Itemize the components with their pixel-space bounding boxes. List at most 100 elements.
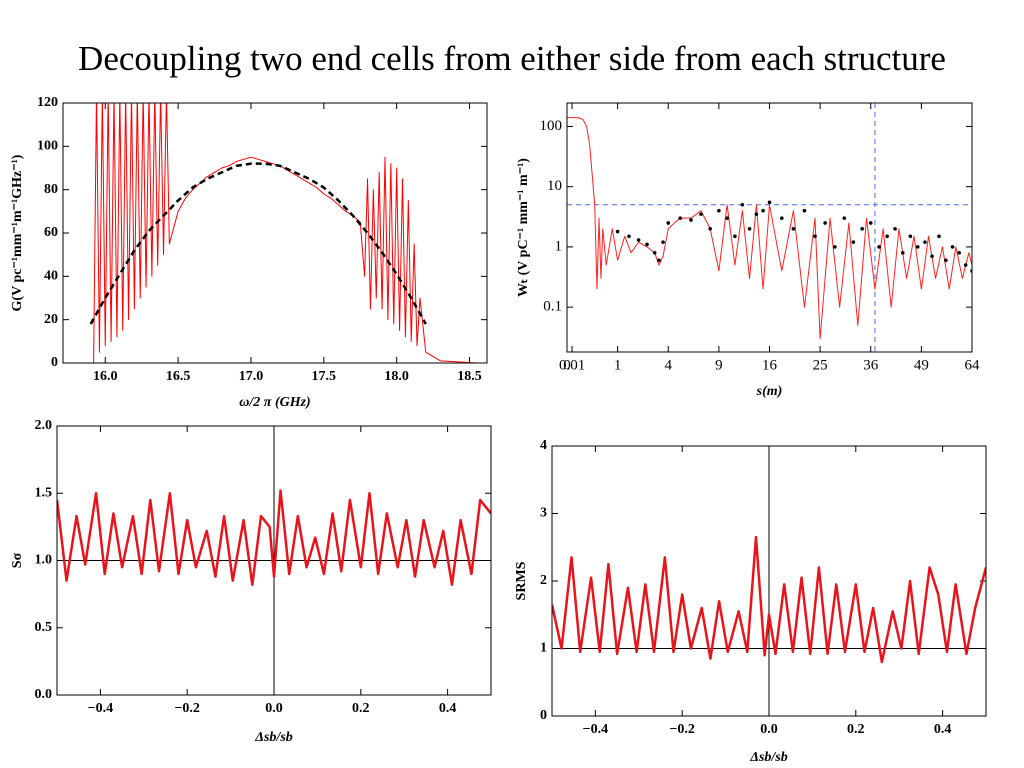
y-tick-label: 100	[540, 118, 563, 134]
x-tick-label: 1	[614, 357, 622, 373]
slide-title: Decoupling two end cells from either sid…	[78, 39, 946, 78]
plot-frame	[62, 102, 488, 364]
y-tick-label: 20	[44, 312, 58, 327]
data-point	[957, 250, 961, 255]
x-tick-label: 0.0	[760, 722, 778, 737]
x-tick-label: −0.4	[88, 701, 113, 716]
series-line	[552, 535, 986, 664]
x-axis-label: s(m)	[756, 384, 783, 399]
x-tick-label: 16.5	[166, 369, 191, 384]
y-tick-label: 10	[547, 178, 562, 194]
data-point	[833, 245, 837, 249]
plot-frame	[551, 445, 987, 717]
x-tick-label: 16	[762, 357, 778, 373]
data-point	[885, 234, 889, 239]
x-tick-label: 36	[863, 357, 879, 373]
data-point	[868, 221, 873, 225]
data-point	[740, 203, 745, 207]
chart: 16.0 16.5 17.0 17.5 18.0 18.5 0 20 40 60 80 100 120 ω…	[10, 95, 488, 410]
data-point	[813, 234, 817, 239]
y-axis-label: SRMS	[514, 561, 529, 600]
x-axis-label: Δsb/sb	[254, 730, 293, 745]
x-tick-label: 17.0	[239, 369, 264, 384]
data-point	[627, 234, 631, 239]
y-tick-label: 0.0	[35, 687, 53, 702]
y-tick-label: 120	[37, 95, 58, 110]
data-point	[963, 263, 968, 267]
x-tick-label: 0.4	[934, 722, 952, 737]
y-axis-label: G(V pc⁻¹mm⁻¹m⁻¹GHz⁻¹)	[10, 154, 25, 311]
data-point	[791, 226, 796, 231]
data-point	[860, 226, 864, 231]
x-tick-label: 18.0	[384, 369, 409, 384]
data-point	[636, 238, 641, 242]
y-tick-label: 0.5	[35, 620, 53, 635]
data-point	[615, 229, 620, 234]
y-tick-label: 100	[37, 139, 58, 154]
plot-frame	[56, 425, 492, 696]
y-tick-label: 1.0	[35, 553, 53, 568]
x-tick-label: 9	[715, 357, 723, 373]
x-tick-label: 4	[665, 357, 673, 373]
x-axis-label: Δsb/sb	[749, 750, 788, 765]
y-tick-label: 0	[540, 708, 547, 723]
y-tick-label: 1	[555, 238, 563, 254]
y-axis-label: Wₜ (V pC⁻¹ mm⁻¹ m⁻¹)	[516, 158, 531, 297]
chart: −0.4 −0.2 0.0 0.2 0.4 0.0 0.5 1.0 1.5 2.0 Δsb/sb Sσ	[10, 418, 492, 745]
data-point	[747, 226, 752, 231]
data-point	[893, 226, 897, 231]
y-tick-label: 2.0	[35, 418, 53, 433]
x-tick-label: 17.5	[312, 369, 337, 384]
data-point	[930, 254, 934, 259]
y-axis-label: Sσ	[10, 552, 25, 568]
data-point	[908, 234, 913, 239]
series-line	[57, 489, 491, 586]
y-tick-label: 1	[540, 641, 547, 656]
x-tick-label: 0.2	[352, 701, 370, 716]
data-point	[761, 208, 765, 213]
data-point	[661, 240, 665, 244]
y-tick-label: 0	[51, 355, 58, 370]
y-tick-label: 1.5	[35, 485, 53, 500]
data-point	[915, 245, 920, 249]
y-tick-label: 2	[540, 573, 547, 588]
y-tick-label: 60	[44, 225, 58, 240]
plot-area	[552, 535, 986, 664]
data-point	[937, 234, 941, 239]
data-point	[689, 218, 693, 222]
x-tick-label: −0.2	[669, 722, 694, 737]
y-tick-label: 4	[540, 438, 547, 453]
data-point	[923, 240, 927, 244]
x-tick-label: 0.2	[847, 722, 865, 737]
series-line	[89, 162, 427, 325]
data-point	[851, 240, 856, 244]
data-point	[767, 200, 772, 205]
data-point	[779, 216, 784, 220]
data-point	[823, 221, 827, 225]
data-point	[842, 216, 847, 220]
data-point	[708, 226, 712, 231]
data-point	[652, 250, 657, 255]
data-point	[717, 208, 721, 213]
chart: −0.4 −0.2 0.0 0.2 0.4 0 1 2 3 4 Δsb/sb SRMS	[514, 438, 987, 765]
data-point	[645, 242, 649, 247]
y-tick-label: 80	[44, 182, 58, 197]
x-tick-label: −0.4	[583, 722, 608, 737]
x-tick-label: 0.4	[439, 701, 457, 716]
plot-frame	[566, 102, 973, 353]
x-tick-label: 64	[965, 357, 981, 373]
data-point	[901, 250, 905, 255]
plot-area	[63, 103, 477, 363]
data-point	[754, 212, 759, 216]
data-point	[657, 258, 661, 263]
x-tick-label: 49	[914, 357, 929, 373]
data-point	[877, 245, 881, 249]
data-point	[950, 245, 955, 249]
x-tick-label: 25	[813, 357, 828, 373]
y-tick-label: 40	[44, 269, 58, 284]
series-line	[63, 103, 477, 363]
y-tick-label: 0.1	[543, 299, 562, 315]
x-tick-label: 0	[563, 357, 571, 373]
